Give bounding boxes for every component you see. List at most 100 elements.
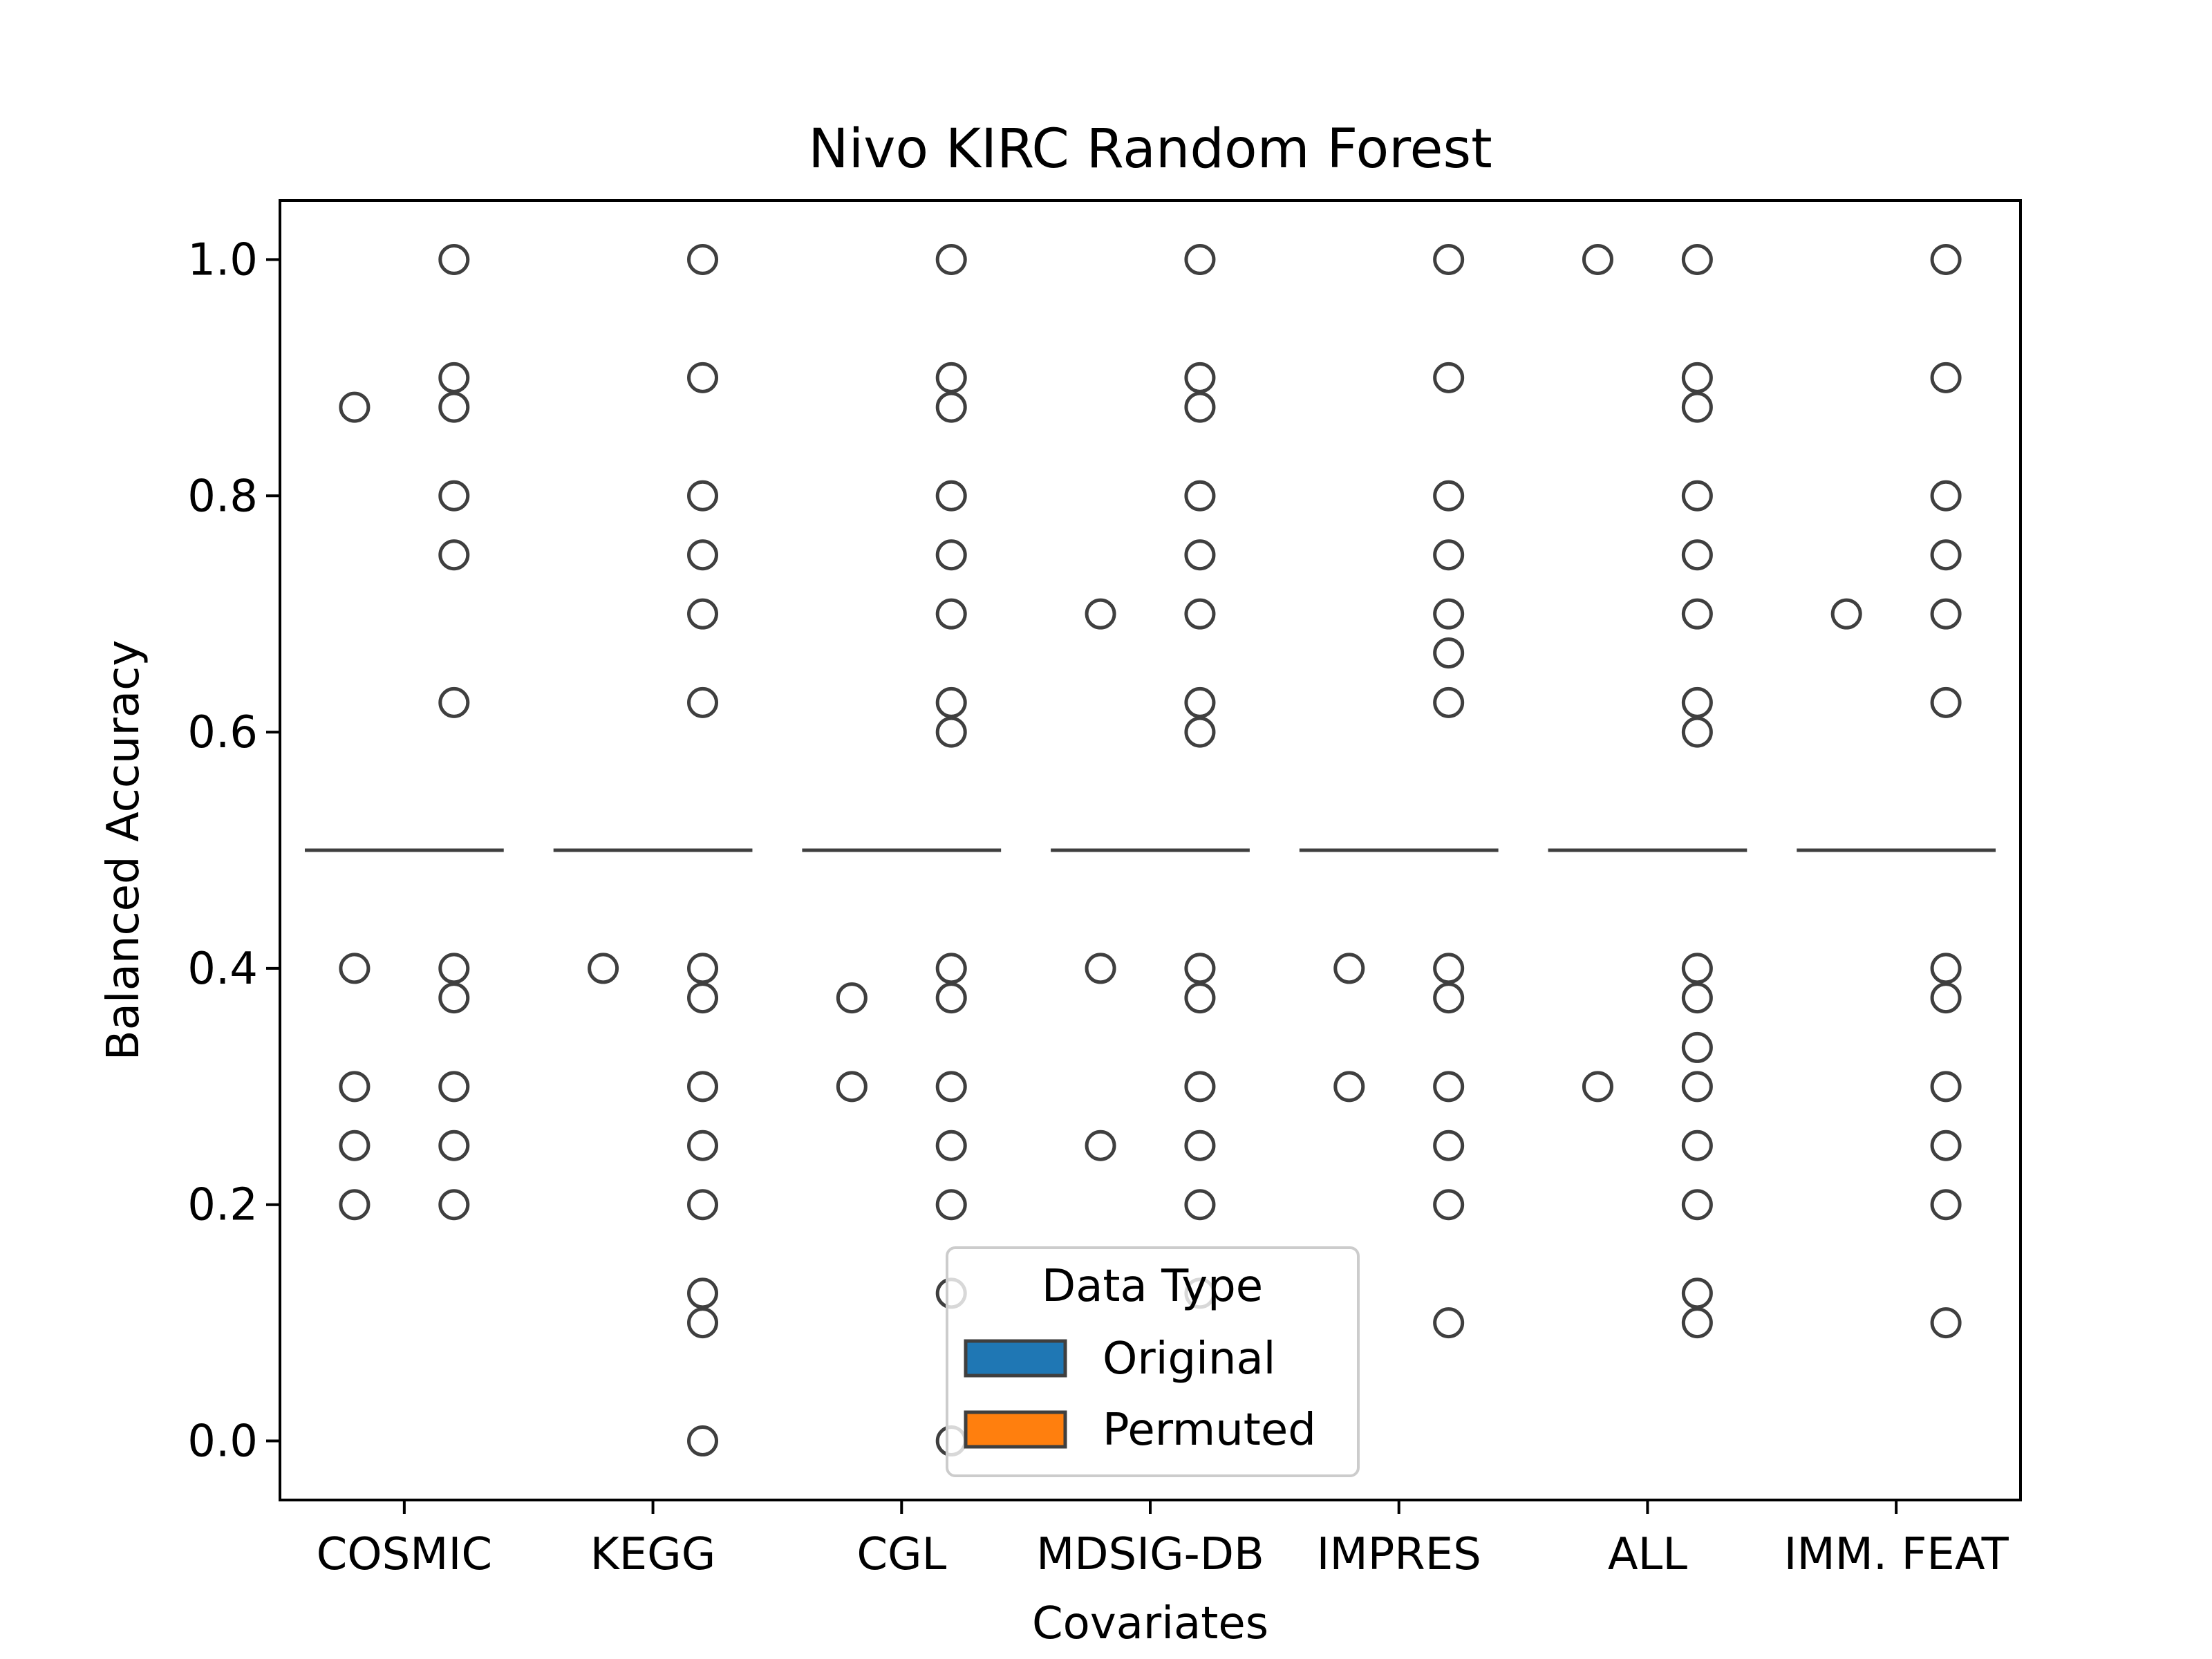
outlier-point-permuted	[687, 1277, 719, 1309]
outlier-point-permuted	[1681, 953, 1713, 984]
x-tick-label: IMM. FEAT	[1784, 1529, 2009, 1580]
outlier-point-permuted	[1433, 1071, 1465, 1103]
outlier-point-original	[339, 1189, 371, 1221]
outlier-point-permuted	[687, 362, 719, 393]
outlier-point-permuted	[1930, 953, 1962, 984]
outlier-point-permuted	[1184, 598, 1216, 630]
outlier-point-permuted	[1681, 686, 1713, 718]
outlier-point-permuted	[1433, 598, 1465, 630]
legend: Data Type Original Permuted	[946, 1246, 1360, 1477]
outlier-point-permuted	[438, 391, 470, 423]
y-tick-label: 0.4	[187, 944, 258, 995]
y-axis-label: Balanced Accuracy	[98, 640, 149, 1060]
chart-title: Nivo KIRC Random Forest	[808, 118, 1492, 180]
outlier-point-permuted	[935, 716, 967, 748]
legend-label-permuted: Permuted	[1103, 1405, 1316, 1456]
outlier-point-permuted	[687, 1189, 719, 1221]
outlier-point-permuted	[935, 391, 967, 423]
outlier-point-permuted	[1681, 480, 1713, 512]
x-tick-label: COSMIC	[317, 1529, 492, 1580]
outlier-point-permuted	[1930, 1189, 1962, 1221]
outlier-point-permuted	[1681, 539, 1713, 571]
outlier-point-permuted	[687, 1071, 719, 1103]
outlier-point-permuted	[1433, 686, 1465, 718]
outlier-point-permuted	[687, 243, 719, 275]
outlier-point-permuted	[1433, 362, 1465, 393]
outlier-point-original	[1333, 953, 1365, 984]
outlier-point-permuted	[1433, 243, 1465, 275]
outlier-point-original	[1085, 598, 1116, 630]
outlier-point-permuted	[438, 686, 470, 718]
outlier-point-permuted	[1433, 1189, 1465, 1221]
x-tick-label: ALL	[1608, 1529, 1687, 1580]
outlier-point-permuted	[438, 539, 470, 571]
outlier-point-permuted	[1184, 1071, 1216, 1103]
outlier-point-original	[588, 953, 619, 984]
outlier-point-permuted	[1184, 539, 1216, 571]
outlier-point-permuted	[935, 686, 967, 718]
outlier-point-permuted	[1184, 362, 1216, 393]
outlier-point-permuted	[438, 362, 470, 393]
legend-label-original: Original	[1103, 1333, 1275, 1385]
outlier-point-permuted	[438, 953, 470, 984]
outlier-point-original	[339, 953, 371, 984]
outlier-point-permuted	[438, 982, 470, 1014]
outlier-point-permuted	[687, 982, 719, 1014]
outlier-point-permuted	[687, 1307, 719, 1339]
outlier-point-permuted	[1184, 953, 1216, 984]
outlier-point-original	[836, 982, 868, 1014]
y-tick-label: 0.8	[187, 471, 258, 522]
outlier-point-permuted	[935, 1189, 967, 1221]
outlier-point-permuted	[1433, 982, 1465, 1014]
outlier-point-permuted	[1930, 539, 1962, 571]
outlier-point-permuted	[687, 480, 719, 512]
outlier-point-permuted	[1433, 480, 1465, 512]
outlier-point-permuted	[1681, 1130, 1713, 1161]
outlier-point-permuted	[935, 1130, 967, 1161]
y-tick-label: 0.2	[187, 1180, 258, 1231]
outlier-point-permuted	[1930, 1130, 1962, 1161]
outlier-point-permuted	[1433, 953, 1465, 984]
outlier-point-original	[1085, 1130, 1116, 1161]
outlier-point-permuted	[1681, 243, 1713, 275]
outlier-point-permuted	[687, 1130, 719, 1161]
outlier-point-permuted	[1930, 982, 1962, 1014]
x-axis-label: Covariates	[1032, 1598, 1268, 1649]
outlier-point-permuted	[935, 598, 967, 630]
outlier-point-permuted	[687, 598, 719, 630]
outlier-point-permuted	[1184, 391, 1216, 423]
outlier-point-permuted	[1184, 716, 1216, 748]
outlier-point-permuted	[1681, 1189, 1713, 1221]
outlier-point-original	[1582, 1071, 1613, 1103]
outlier-point-permuted	[1930, 598, 1962, 630]
y-tick-label: 1.0	[187, 234, 258, 285]
outlier-point-permuted	[1681, 982, 1713, 1014]
y-tick-label: 0.0	[187, 1416, 258, 1468]
outlier-point-original	[1085, 953, 1116, 984]
outlier-point-permuted	[687, 1425, 719, 1457]
outlier-point-permuted	[1681, 362, 1713, 393]
outlier-point-permuted	[438, 480, 470, 512]
outlier-point-permuted	[687, 539, 719, 571]
outlier-point-permuted	[438, 1071, 470, 1103]
outlier-point-permuted	[1681, 1071, 1713, 1103]
axes-frame	[279, 199, 2022, 1501]
outlier-point-original	[1582, 243, 1613, 275]
outlier-point-permuted	[1433, 637, 1465, 669]
legend-swatch-original	[964, 1339, 1067, 1378]
x-tick-label: IMPRES	[1317, 1529, 1481, 1580]
outlier-point-permuted	[438, 243, 470, 275]
x-tick-label: MDSIG-DB	[1036, 1529, 1264, 1580]
outlier-point-permuted	[1930, 362, 1962, 393]
outlier-point-permuted	[1433, 1307, 1465, 1339]
legend-title: Data Type	[1042, 1261, 1263, 1312]
outlier-point-original	[1333, 1071, 1365, 1103]
outlier-point-permuted	[1433, 1130, 1465, 1161]
y-tick-label: 0.6	[187, 707, 258, 758]
outlier-point-permuted	[1681, 598, 1713, 630]
outlier-point-original	[836, 1071, 868, 1103]
outlier-point-permuted	[1184, 982, 1216, 1014]
outlier-point-permuted	[1681, 1307, 1713, 1339]
plot-area: 0.0 0.2 0.4 0.6 0.8 1.0 COSMIC KEGG CGL MDSIG-DB I…	[187, 234, 2009, 1580]
